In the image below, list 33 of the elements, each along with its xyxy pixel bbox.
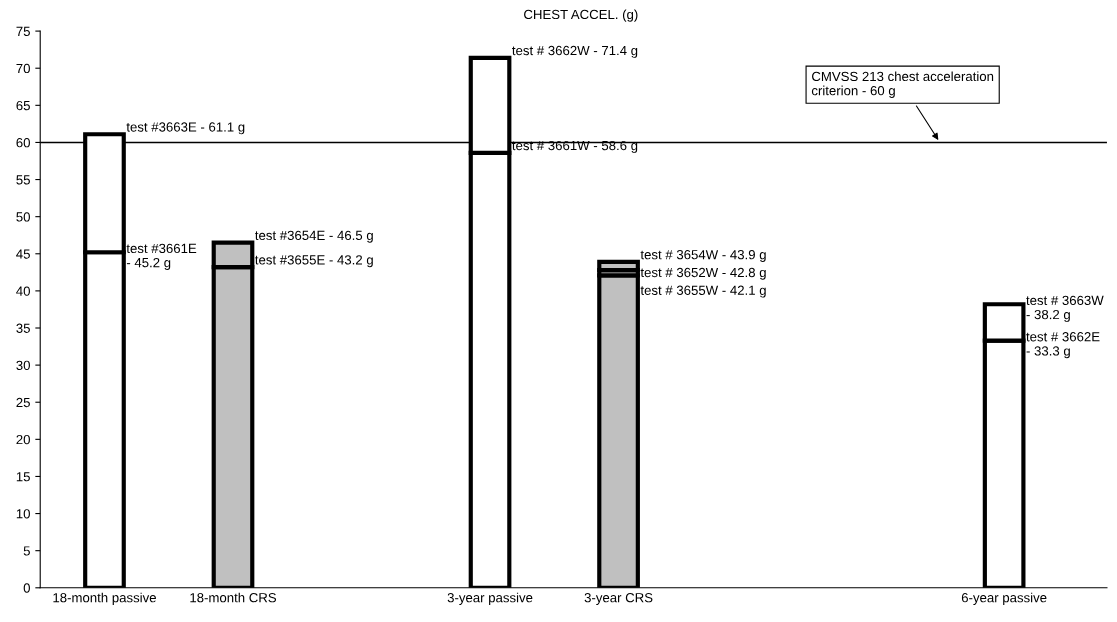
y-tick-label: 0 bbox=[23, 583, 30, 593]
annotation: test # 3654W - 43.9 g bbox=[640, 249, 766, 262]
x-tick-label: 3-year CRS bbox=[584, 593, 653, 605]
annotation: test # 3655W - 42.1 g bbox=[640, 285, 766, 298]
y-tick-label: 75 bbox=[16, 26, 30, 37]
chart-title: CHEST ACCEL. (g) bbox=[524, 9, 638, 22]
y-tick-label: 35 bbox=[16, 323, 30, 333]
annotation: test #3655E - 43.2 g bbox=[255, 255, 373, 268]
ref-line-label: CMVSS 213 chest acceleration criterion - 60 g bbox=[811, 71, 994, 98]
y-tick-label: 45 bbox=[16, 249, 30, 259]
x-tick-label: 18-month passive bbox=[53, 592, 156, 605]
y-tick-label: 15 bbox=[16, 472, 30, 482]
x-tick-label: 18-month CRS bbox=[190, 592, 277, 603]
x-tick-label: 3-year passive bbox=[447, 592, 533, 605]
annotation: test #3654E - 46.5 g bbox=[255, 230, 373, 243]
y-tick-label: 65 bbox=[16, 100, 30, 111]
y-tick-label: 60 bbox=[16, 138, 30, 148]
y-tick-label: 70 bbox=[16, 63, 30, 74]
annotation: test #3661E - 45.2 g bbox=[126, 243, 197, 270]
y-tick-label: 50 bbox=[16, 212, 30, 222]
y-tick-label: 55 bbox=[16, 175, 30, 185]
annotation: test # 3662E - 33.3 g bbox=[1026, 332, 1100, 359]
annotation: test # 3652W - 42.8 g bbox=[640, 267, 766, 280]
x-tick-label: 6-year passive bbox=[961, 592, 1047, 605]
annotation: test # 3663W - 38.2 g bbox=[1026, 295, 1104, 322]
y-tick-label: 30 bbox=[16, 360, 30, 371]
y-tick-label: 10 bbox=[16, 509, 30, 519]
annotation: test # 3662W - 71.4 g bbox=[512, 45, 638, 58]
y-tick-label: 40 bbox=[16, 286, 30, 296]
annotation: test #3663E - 61.1 g bbox=[126, 122, 245, 135]
y-tick-label: 5 bbox=[23, 546, 30, 556]
y-tick-label: 25 bbox=[16, 397, 30, 408]
y-tick-label: 20 bbox=[16, 434, 30, 445]
